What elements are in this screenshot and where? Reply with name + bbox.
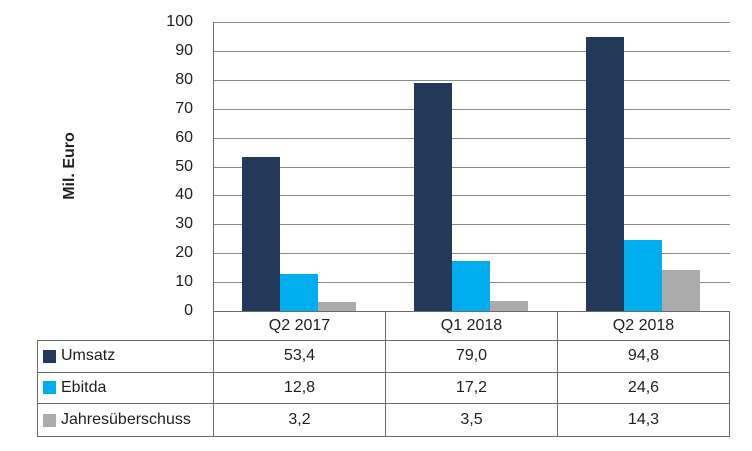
legend-swatch-umsatz (43, 349, 56, 363)
y-tick-label: 50 (175, 157, 193, 175)
y-tick-label: 20 (175, 244, 193, 262)
value-cell-jahres-berschuss-q1-2018: 3,5 (386, 404, 558, 436)
gridline (214, 22, 730, 23)
y-tick-label: 10 (175, 273, 193, 291)
y-tick-label: 90 (175, 41, 193, 59)
plot-area (213, 22, 730, 312)
category-header-cell: Q2 2018 (558, 312, 730, 340)
y-tick-label: 70 (175, 99, 193, 117)
category-header-cell: Q2 2017 (214, 312, 386, 340)
value-cell-umsatz-q2-2018: 94,8 (558, 341, 729, 373)
gridline (214, 51, 730, 52)
value-cell-ebitda-q2-2017: 12,8 (214, 372, 386, 405)
bar-umsatz-q2-2017 (242, 157, 280, 311)
y-tick-label: 60 (175, 128, 193, 146)
y-axis-title: Mil. Euro (61, 132, 78, 200)
y-tick-label: 80 (175, 70, 193, 88)
category-header-cell: Q1 2018 (386, 312, 558, 340)
gridline (214, 253, 730, 254)
bar-ebitda-q2-2017 (280, 274, 318, 311)
gridline (214, 109, 730, 110)
value-cell-umsatz-q2-2017: 53,4 (214, 341, 386, 373)
data-table: Umsatz 53,4 79,0 94,8 Ebitda 12,8 17,2 24,6 Jahr… (37, 340, 730, 437)
legend-cell-umsatz: Umsatz (38, 341, 214, 373)
y-tick-label: 40 (175, 186, 193, 204)
legend-cell-ebitda: Ebitda (38, 372, 214, 405)
value-cell-umsatz-q1-2018: 79,0 (386, 341, 558, 373)
y-tick-label: 0 (184, 302, 193, 319)
y-tick-label: 100 (166, 13, 193, 30)
bar-umsatz-q1-2018 (414, 83, 452, 311)
legend-swatch-ebitda (43, 381, 56, 395)
value-cell-ebitda-q2-2018: 24,6 (558, 373, 729, 405)
legend-cell-jahres-berschuss: Jahresüberschuss (38, 404, 214, 436)
gridline (214, 138, 730, 139)
gridline (214, 224, 730, 225)
bar-umsatz-q2-2018 (586, 37, 624, 311)
bar-jahres-berschuss-q1-2018 (490, 301, 528, 311)
category-header-row: Q2 2017 Q1 2018 Q2 2018 (213, 312, 730, 340)
y-tick-label: 30 (175, 215, 193, 233)
series-name-label: Ebitda (61, 378, 107, 396)
bar-jahres-berschuss-q2-2017 (318, 302, 356, 311)
gridline (214, 167, 730, 168)
bar-ebitda-q1-2018 (452, 261, 490, 311)
series-name-label: Jahresüberschuss (61, 411, 191, 429)
gridline (214, 80, 730, 81)
legend-swatch-jahres-berschuss (43, 413, 56, 427)
value-cell-jahres-berschuss-q2-2018: 14,3 (627, 411, 660, 429)
series-name-label: Umsatz (61, 347, 116, 365)
bar-jahres-berschuss-q2-2018 (662, 270, 700, 311)
value-cell-jahres-berschuss-q2-2017: 3,2 (214, 404, 386, 436)
value-cell-ebitda-q1-2018: 17,2 (386, 372, 558, 405)
bar-ebitda-q2-2018 (624, 240, 662, 311)
gridline (214, 195, 730, 196)
